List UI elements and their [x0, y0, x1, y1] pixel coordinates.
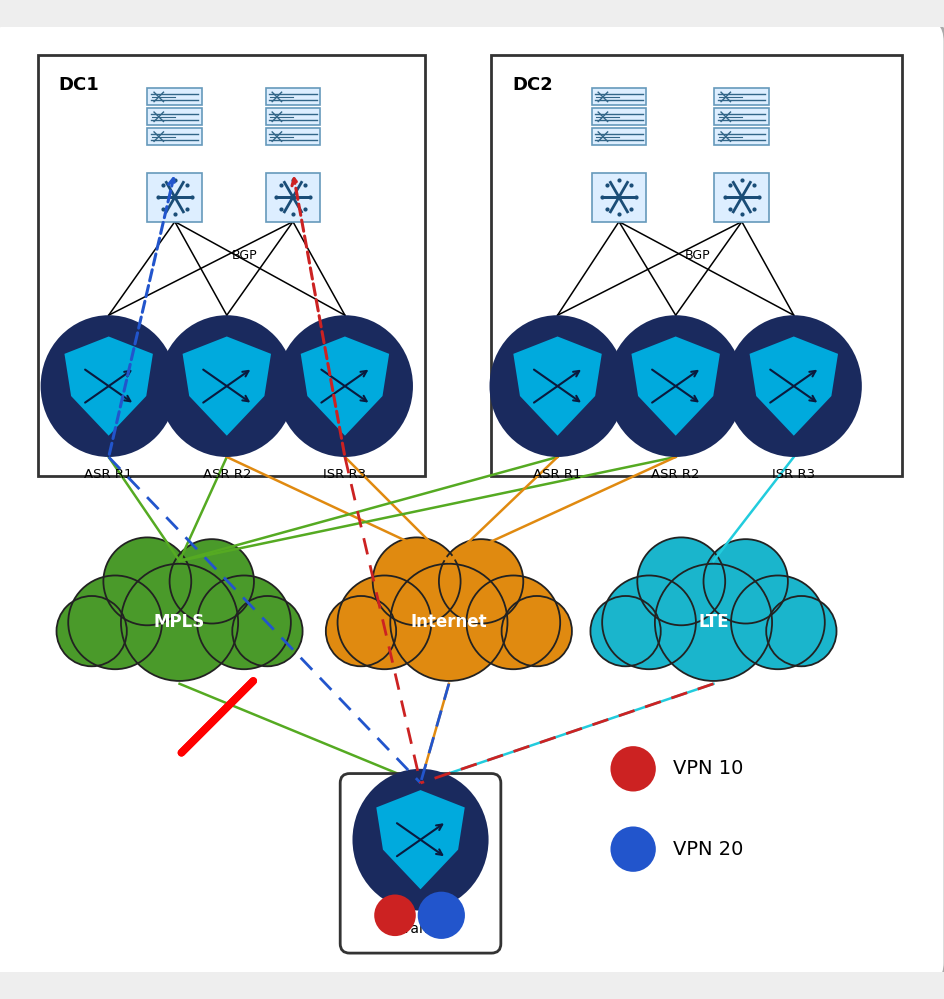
Ellipse shape [607, 316, 743, 457]
FancyBboxPatch shape [714, 89, 768, 106]
Ellipse shape [489, 316, 625, 457]
FancyBboxPatch shape [265, 89, 320, 106]
FancyBboxPatch shape [491, 55, 902, 476]
Text: Branch: Branch [396, 922, 445, 936]
Polygon shape [64, 337, 153, 436]
Text: DC2: DC2 [512, 76, 552, 94]
Circle shape [103, 537, 191, 625]
Circle shape [636, 537, 724, 625]
Circle shape [169, 539, 254, 623]
FancyBboxPatch shape [340, 773, 500, 953]
Text: BGP: BGP [231, 249, 257, 262]
FancyBboxPatch shape [147, 173, 202, 222]
Circle shape [372, 537, 460, 625]
Circle shape [68, 575, 161, 669]
Text: ISR R3: ISR R3 [771, 469, 815, 482]
Text: Internet: Internet [410, 613, 487, 631]
Polygon shape [749, 337, 837, 436]
Polygon shape [300, 337, 389, 436]
FancyBboxPatch shape [714, 173, 768, 222]
Ellipse shape [352, 769, 488, 910]
Circle shape [501, 596, 571, 666]
Text: ASR R1: ASR R1 [532, 469, 582, 482]
Circle shape [654, 563, 771, 681]
Text: DC1: DC1 [59, 76, 99, 94]
FancyBboxPatch shape [147, 128, 202, 145]
FancyBboxPatch shape [591, 173, 646, 222]
Circle shape [326, 596, 396, 666]
Text: LTE: LTE [698, 613, 728, 631]
Text: BGP: BGP [684, 249, 710, 262]
Circle shape [337, 575, 430, 669]
Circle shape [438, 539, 523, 623]
Ellipse shape [41, 316, 177, 457]
Ellipse shape [277, 316, 413, 457]
Circle shape [766, 596, 835, 666]
Circle shape [197, 575, 291, 669]
Circle shape [590, 596, 660, 666]
Circle shape [610, 826, 655, 872]
FancyBboxPatch shape [591, 128, 646, 145]
FancyBboxPatch shape [591, 89, 646, 106]
FancyBboxPatch shape [714, 108, 768, 125]
Ellipse shape [725, 316, 861, 457]
Text: ASR R1: ASR R1 [84, 469, 133, 482]
Circle shape [731, 575, 824, 669]
Circle shape [390, 563, 507, 681]
FancyBboxPatch shape [591, 108, 646, 125]
FancyBboxPatch shape [147, 108, 202, 125]
FancyBboxPatch shape [265, 173, 320, 222]
Text: VPN 20: VPN 20 [672, 839, 742, 859]
Text: ISR R3: ISR R3 [323, 469, 366, 482]
FancyBboxPatch shape [714, 128, 768, 145]
Text: ASR R2: ASR R2 [650, 469, 700, 482]
Circle shape [232, 596, 302, 666]
FancyBboxPatch shape [38, 55, 425, 476]
Circle shape [466, 575, 560, 669]
Circle shape [702, 539, 787, 623]
Circle shape [417, 892, 464, 939]
Text: ASR R2: ASR R2 [202, 469, 251, 482]
Polygon shape [513, 337, 601, 436]
FancyBboxPatch shape [0, 18, 944, 986]
Polygon shape [631, 337, 719, 436]
Circle shape [121, 563, 238, 681]
Circle shape [610, 746, 655, 791]
FancyBboxPatch shape [265, 108, 320, 125]
Ellipse shape [159, 316, 295, 457]
Circle shape [374, 894, 415, 936]
Circle shape [601, 575, 695, 669]
Text: VPN 10: VPN 10 [672, 759, 742, 778]
FancyBboxPatch shape [265, 128, 320, 145]
Text: MPLS: MPLS [154, 613, 205, 631]
Polygon shape [376, 790, 464, 889]
Circle shape [57, 596, 126, 666]
Polygon shape [182, 337, 271, 436]
FancyBboxPatch shape [147, 89, 202, 106]
